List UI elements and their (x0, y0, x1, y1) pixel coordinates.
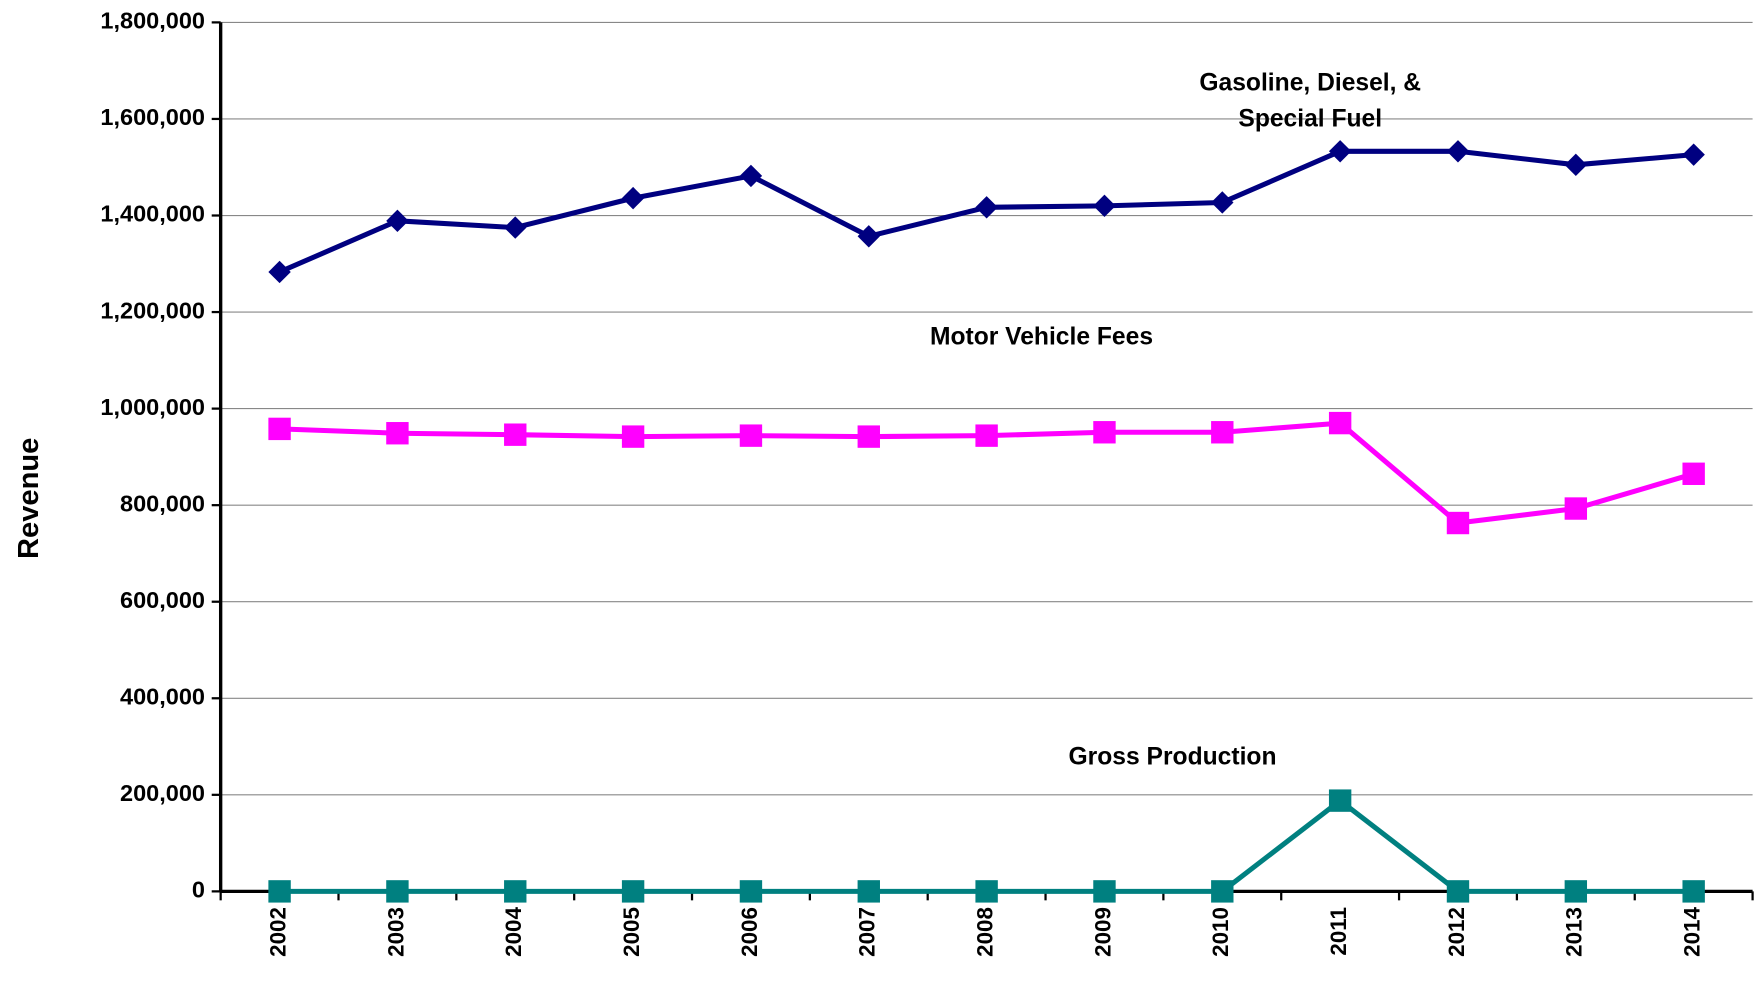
marker (739, 880, 763, 903)
y-tick-label: 1,800,000 (100, 8, 205, 34)
y-tick-label: 200,000 (120, 780, 205, 806)
marker (1211, 421, 1234, 444)
marker (857, 425, 880, 448)
marker (1211, 880, 1234, 903)
x-tick-label: 2008 (973, 907, 998, 957)
x-tick-label: 2004 (501, 907, 526, 957)
marker (386, 209, 409, 233)
marker (739, 164, 763, 188)
marker (504, 423, 527, 446)
x-tick-label: 2012 (1444, 907, 1469, 957)
marker (1093, 421, 1116, 444)
marker (1211, 191, 1234, 214)
y-tick-label: 1,000,000 (100, 394, 205, 420)
marker (1446, 511, 1470, 535)
y-tick-label: 0 (192, 877, 205, 903)
y-tick-label: 1,200,000 (100, 297, 205, 323)
y-tick-label: 1,400,000 (100, 201, 205, 227)
marker (1564, 880, 1588, 903)
x-tick-label: 2006 (737, 907, 762, 957)
x-tick-label: 2009 (1090, 907, 1115, 957)
marker (621, 880, 645, 903)
marker (386, 422, 409, 445)
marker (1446, 880, 1470, 903)
marker (1328, 789, 1352, 812)
marker (268, 880, 291, 903)
marker (621, 186, 645, 210)
marker (268, 260, 291, 284)
x-tick-label: 2003 (383, 907, 408, 957)
x-tick-label: 2011 (1326, 907, 1351, 956)
marker (739, 424, 763, 447)
marker (1446, 140, 1470, 163)
annotation: Motor Vehicle Fees (930, 324, 1153, 351)
y-tick-label: 800,000 (120, 490, 205, 516)
y-tick-label: 1,600,000 (100, 104, 205, 130)
marker (504, 880, 527, 903)
annotation: Gross Production (1069, 744, 1277, 771)
series-line (279, 798, 1694, 894)
marker (268, 417, 291, 441)
x-tick-label: 2007 (855, 907, 880, 957)
marker (975, 424, 998, 447)
marker (386, 880, 409, 903)
marker (621, 425, 645, 448)
y-tick-label: 600,000 (120, 587, 205, 613)
marker (1682, 462, 1705, 485)
marker (1682, 143, 1705, 166)
marker (504, 216, 527, 239)
marker (1093, 880, 1116, 903)
annotation: Special Fuel (1238, 105, 1382, 132)
x-tick-label: 2002 (266, 907, 291, 957)
marker (857, 225, 880, 248)
x-tick-label: 2005 (619, 907, 644, 957)
annotation: Gasoline, Diesel, & (1199, 69, 1421, 96)
x-tick-label: 2013 (1562, 907, 1587, 957)
x-tick-label: 2014 (1680, 907, 1705, 957)
y-axis-title: Revenue (13, 438, 45, 559)
marker (1564, 153, 1588, 177)
y-tick-label: 400,000 (120, 683, 205, 709)
marker (1328, 140, 1352, 163)
marker (1564, 497, 1588, 520)
marker (857, 880, 880, 903)
marker (1682, 880, 1705, 903)
marker (1093, 194, 1116, 218)
x-tick-label: 2010 (1208, 907, 1233, 957)
marker (975, 880, 998, 903)
marker (1328, 411, 1352, 435)
